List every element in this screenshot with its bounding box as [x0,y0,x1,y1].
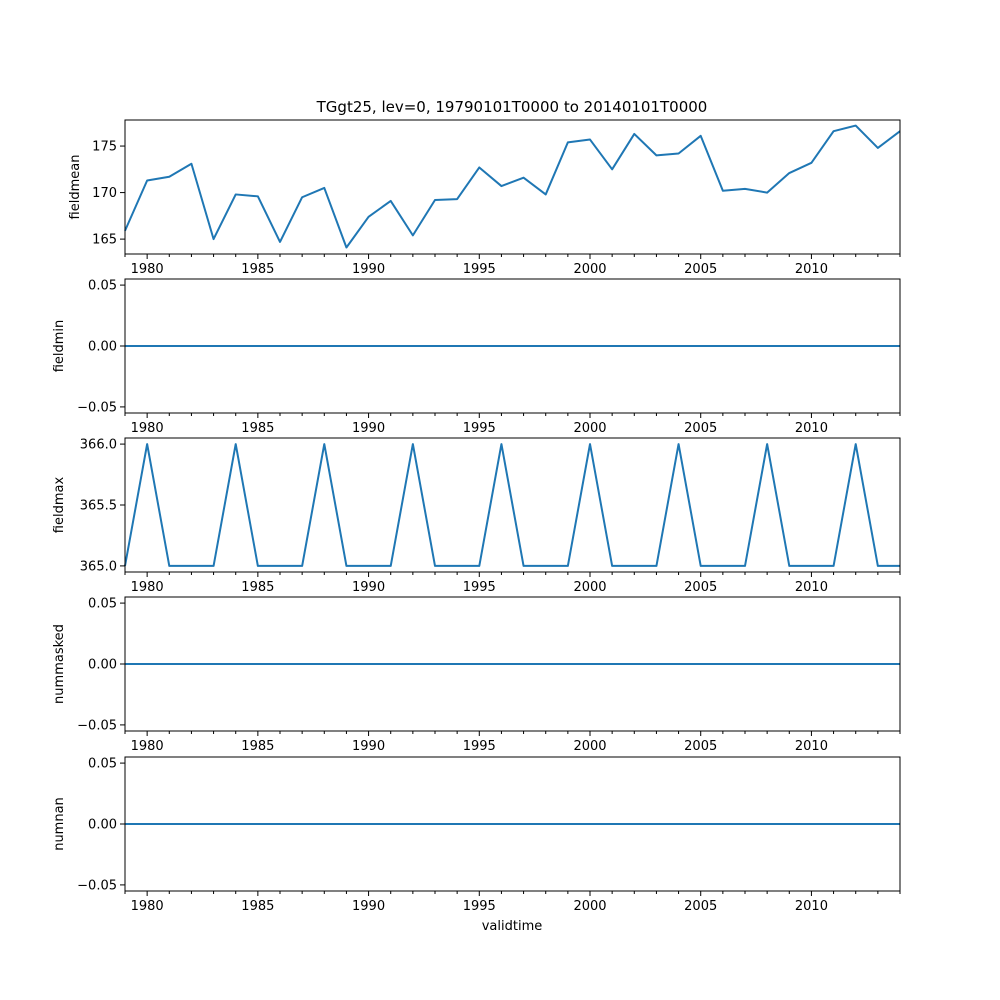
y-tick-label: 165 [92,233,117,248]
x-tick-label: 1985 [241,580,274,595]
x-tick-label: 2005 [684,421,717,436]
chart-title: TGgt25, lev=0, 19790101T0000 to 20140101… [316,98,708,116]
y-axis-label-fieldmean: fieldmean [68,155,83,220]
x-tick-label: 2005 [684,739,717,754]
x-tick-label: 1980 [131,739,164,754]
y-tick-label: −0.05 [77,878,117,893]
x-tick-label: 1980 [131,899,164,914]
subplot-fieldmin: 1980 1985 1990 1995 2000 2005 2010 −0.05 0.00 0.0… [52,278,901,436]
y-tick-label: 0.05 [88,757,117,772]
x-tick-label: 1990 [352,262,385,277]
x-tick-label: 1995 [463,262,496,277]
axes-frame [124,119,901,255]
x-tick-label: 2010 [795,899,828,914]
x-tick-label: 2000 [573,421,606,436]
x-tick-label: 2005 [684,899,717,914]
x-tick-label: 2000 [573,262,606,277]
x-tick-label: 2005 [684,262,717,277]
x-tick-label: 2005 [684,580,717,595]
y-tick-label: 365.5 [80,499,117,514]
x-tick-label: 2000 [573,739,606,754]
y-tick-label: 0.00 [88,340,117,355]
x-axis-label: validtime [482,919,543,934]
y-axis-label-nummasked: nummasked [52,624,67,704]
series-line-fieldmax [124,443,900,567]
x-tick-label: 2000 [573,580,606,595]
x-tick-label: 1985 [241,899,274,914]
x-tick-label: 1990 [352,899,385,914]
y-tick-label: 0.05 [88,597,117,612]
subplot-fieldmean: 1980 1985 1990 1995 2000 2005 2010 165 170 175 fie… [68,119,901,277]
subplot-numnan: 1980 1985 1990 1995 2000 2005 2010 −0.05 0.00 0.0… [52,756,901,914]
x-tick-label: 1980 [131,580,164,595]
y-tick-label: 175 [92,140,117,155]
y-tick-label: −0.05 [77,718,117,733]
x-tick-label: 1995 [463,899,496,914]
x-tick-label: 2010 [795,580,828,595]
x-tick-label: 1985 [241,262,274,277]
x-tick-label: 1985 [241,739,274,754]
x-tick-label: 1990 [352,421,385,436]
x-tick-label: 2010 [795,262,828,277]
y-tick-label: 0.00 [88,818,117,833]
series-line-fieldmean [124,124,901,249]
y-axis-label-fieldmax: fieldmax [52,477,67,534]
subplot-nummasked: 1980 1985 1990 1995 2000 2005 2010 −0.05 0.00 0.0… [52,596,901,754]
y-tick-label: 0.05 [88,279,117,294]
x-tick-label: 2000 [573,899,606,914]
subplot-fieldmax: 1980 1985 1990 1995 2000 2005 2010 365.0 365.5 36… [52,437,901,595]
y-tick-label: −0.05 [77,400,117,415]
x-tick-label: 1995 [463,739,496,754]
y-tick-label: 365.0 [80,559,117,574]
x-tick-label: 1995 [463,421,496,436]
x-tick-label: 2010 [795,739,828,754]
x-tick-label: 1990 [352,580,385,595]
x-tick-label: 2010 [795,421,828,436]
y-axis-label-numnan: numnan [52,797,67,851]
x-tick-label: 1980 [131,262,164,277]
y-tick-label: 366.0 [80,438,117,453]
x-tick-label: 1995 [463,580,496,595]
x-tick-label: 1985 [241,421,274,436]
subplots: 1980 1985 1990 1995 2000 2005 2010 165 170 175 fie… [52,119,901,914]
y-tick-label: 0.00 [88,658,117,673]
x-tick-label: 1980 [131,421,164,436]
y-axis-label-fieldmin: fieldmin [52,320,67,373]
y-tick-label: 170 [92,186,117,201]
x-tick-label: 1990 [352,739,385,754]
